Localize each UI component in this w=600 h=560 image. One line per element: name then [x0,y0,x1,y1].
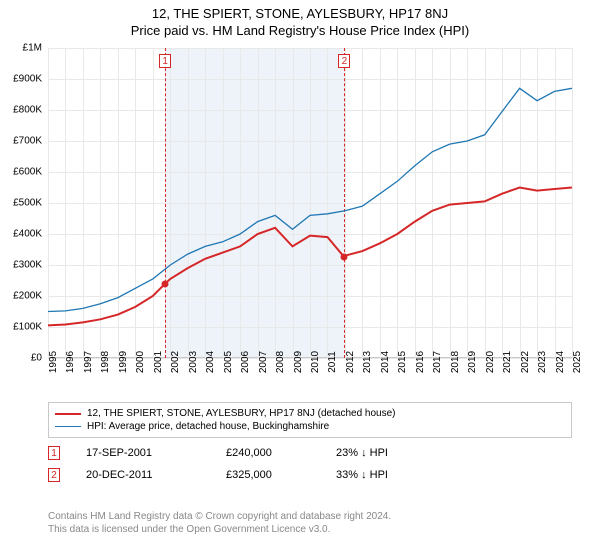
transaction-marker: 1 [48,446,60,460]
y-axis-label: £700K [13,136,42,147]
transaction-row: 1 17-SEP-2001£240,00023% ↓ HPI [48,442,572,464]
legend-label: HPI: Average price, detached house, Buck… [87,421,329,432]
attribution-line-2: This data is licensed under the Open Gov… [48,523,572,536]
y-axis-label: £500K [13,198,42,209]
legend-swatch [55,413,81,415]
transaction-hpi: 33% ↓ HPI [336,469,456,481]
y-axis-label: £900K [13,74,42,85]
legend-label: 12, THE SPIERT, STONE, AYLESBURY, HP17 8… [87,408,396,419]
attribution-text: Contains HM Land Registry data © Crown c… [48,510,572,536]
legend-box: 12, THE SPIERT, STONE, AYLESBURY, HP17 8… [48,402,572,438]
legend-swatch [55,426,81,427]
chart-subtitle: Price paid vs. HM Land Registry's House … [0,21,600,42]
transaction-date: 20-DEC-2011 [86,469,226,481]
y-axis-label: £1M [23,43,42,54]
chart-plot-area: £0£100K£200K£300K£400K£500K£600K£700K£80… [48,48,572,358]
transaction-price: £325,000 [226,469,336,481]
y-axis-label: £300K [13,260,42,271]
transaction-row: 2 20-DEC-2011£325,00033% ↓ HPI [48,464,572,486]
y-axis-label: £100K [13,322,42,333]
y-axis-label: £0 [31,353,42,364]
chart-title: 12, THE SPIERT, STONE, AYLESBURY, HP17 8… [0,0,600,21]
transaction-date: 17-SEP-2001 [86,447,226,459]
transaction-table: 1 17-SEP-2001£240,00023% ↓ HPI 2 20-DEC-201… [48,442,572,486]
series-hpi [48,88,572,311]
y-axis-label: £600K [13,167,42,178]
legend-item: 12, THE SPIERT, STONE, AYLESBURY, HP17 8… [55,407,565,420]
x-axis-label: 2025 [572,351,583,373]
series-price_paid [48,188,572,326]
y-axis-label: £400K [13,229,42,240]
transaction-marker: 2 [48,468,60,482]
series-lines [48,48,572,358]
chart-container: 12, THE SPIERT, STONE, AYLESBURY, HP17 8… [0,0,600,560]
y-axis-label: £800K [13,105,42,116]
transaction-price: £240,000 [226,447,336,459]
gridline-v [572,48,573,358]
legend-item: HPI: Average price, detached house, Buck… [55,420,565,433]
attribution-line-1: Contains HM Land Registry data © Crown c… [48,510,572,523]
y-axis-label: £200K [13,291,42,302]
transaction-hpi: 23% ↓ HPI [336,447,456,459]
